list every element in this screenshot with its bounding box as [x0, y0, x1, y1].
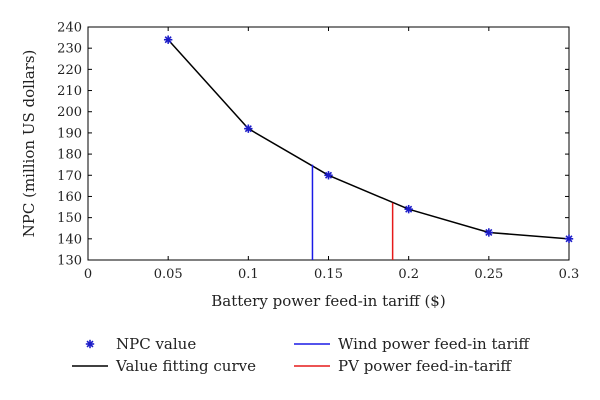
- axis-ticks: [87, 26, 570, 261]
- fitting-curve-line: [167, 39, 570, 240]
- npc-value-point: [564, 234, 574, 244]
- x-axis-title: Battery power feed-in tariff ($): [211, 292, 445, 310]
- y-tick-label: 160: [57, 190, 82, 205]
- x-tick-label: 0.3: [559, 267, 580, 282]
- legend-label-wind-tariff: Wind power feed-in tariff: [338, 335, 530, 353]
- y-tick-label: 190: [57, 126, 82, 141]
- x-tick-label: 0.05: [154, 267, 183, 282]
- y-tick-label: 180: [57, 148, 82, 163]
- y-tick-label: 140: [57, 232, 82, 247]
- legend-item-npc-value: NPC value: [85, 335, 196, 353]
- legend-item-pv-tariff: PV power feed-in-tariff: [294, 357, 512, 375]
- x-tick-label: 0.1: [238, 267, 259, 282]
- npc-value-point: [324, 171, 333, 180]
- y-tick-label: 230: [57, 42, 82, 57]
- y-tick-label: 150: [57, 211, 82, 226]
- x-tick-label: 0: [84, 267, 92, 282]
- y-tick-label: 200: [57, 105, 82, 120]
- legend-label-fitting-curve: Value fitting curve: [115, 357, 256, 375]
- npc-value-point: [244, 124, 253, 133]
- legend-label-npc-value: NPC value: [116, 335, 196, 353]
- npc-value-point: [163, 35, 173, 44]
- y-tick-label: 170: [57, 169, 82, 184]
- legend-asterisk-marker: [85, 339, 95, 349]
- y-tick-label: 240: [57, 21, 82, 36]
- y-tick-label: 130: [57, 254, 82, 269]
- x-tick-label: 0.25: [474, 267, 503, 282]
- axis-tick-labels: 0 0.05 0.1 0.15 0.2 0.25 0.3 130 140 150 160 170 180…: [57, 21, 579, 283]
- y-tick-label: 210: [57, 84, 82, 99]
- npc-value-point: [484, 228, 494, 237]
- npc-value-point: [404, 204, 413, 214]
- legend-item-value-fitting-curve: Value fitting curve: [72, 357, 256, 375]
- legend-label-pv-tariff: PV power feed-in-tariff: [338, 357, 512, 375]
- plot-marks: [163, 35, 574, 260]
- y-tick-label: 220: [57, 63, 82, 78]
- x-tick-label: 0.2: [398, 267, 419, 282]
- legend: NPC value Value fitting curve Wind power…: [72, 335, 530, 375]
- legend-item-wind-tariff: Wind power feed-in tariff: [294, 335, 530, 353]
- y-axis-title: NPC (million US dollars): [20, 50, 38, 238]
- plot-frame: [87, 26, 570, 261]
- legend-asterisk-glyph: [85, 339, 95, 349]
- x-tick-label: 0.15: [314, 267, 343, 282]
